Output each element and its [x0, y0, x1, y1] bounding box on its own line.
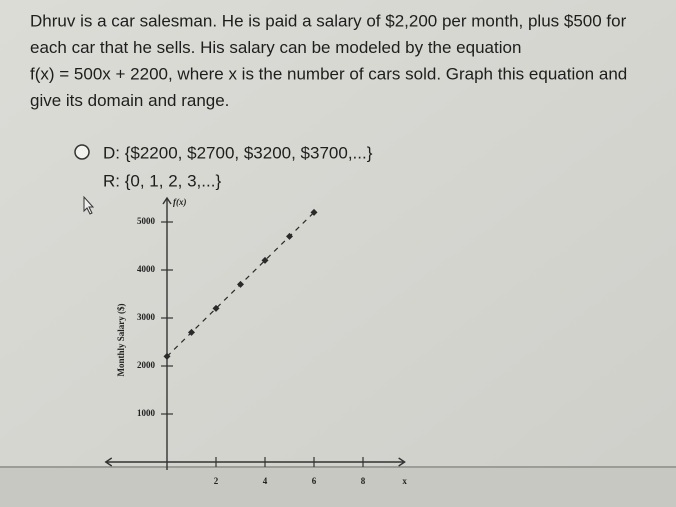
- data-point: [310, 208, 318, 216]
- data-point: [237, 280, 244, 288]
- y-tick-label: 1000: [137, 408, 156, 418]
- question-line: give its domain and range.: [30, 91, 229, 110]
- question-line: Dhruv is a car salesman. He is paid a sa…: [30, 11, 627, 30]
- x-tick-label: 4: [263, 476, 268, 486]
- data-point: [261, 256, 269, 264]
- x-tick-label: 8: [361, 476, 366, 486]
- data-point: [212, 304, 220, 312]
- y-axis-label: Monthly Salary ($): [116, 303, 126, 376]
- y-axis-title: f(x): [173, 197, 187, 207]
- x-arrow: [398, 457, 406, 467]
- option-range[interactable]: R: {0, 1, 2, 3,...}: [103, 171, 221, 190]
- y-tick-label: 3000: [137, 312, 156, 322]
- y-tick-label: 4000: [137, 264, 156, 274]
- y-tick-label: 5000: [137, 216, 156, 226]
- option-domain[interactable]: D: {$2200, $2700, $3200, $3700,...}: [103, 143, 373, 162]
- radio-button[interactable]: [74, 144, 90, 160]
- x-axis-label: x: [402, 476, 407, 486]
- x-tick-label: 6: [312, 476, 317, 486]
- graph: 1000 2000 3000 4000 5000 2 4 6 8 x f(x) Monthly Sal…: [104, 196, 407, 486]
- y-tick-label: 2000: [137, 360, 156, 370]
- x-arrow: [104, 457, 113, 467]
- x-tick-label: 2: [214, 476, 219, 486]
- cursor-icon: [83, 195, 95, 215]
- footer-strip: [0, 468, 676, 507]
- question-line: f(x) = 500x + 2200, where x is the numbe…: [30, 64, 627, 83]
- data-point: [188, 328, 195, 336]
- y-arrow: [162, 196, 172, 205]
- question-line: each car that he sells. His salary can b…: [30, 38, 521, 57]
- question: Dhruv is a car salesman. He is paid a sa…: [30, 11, 627, 110]
- data-point: [163, 352, 171, 360]
- data-point: [286, 232, 293, 240]
